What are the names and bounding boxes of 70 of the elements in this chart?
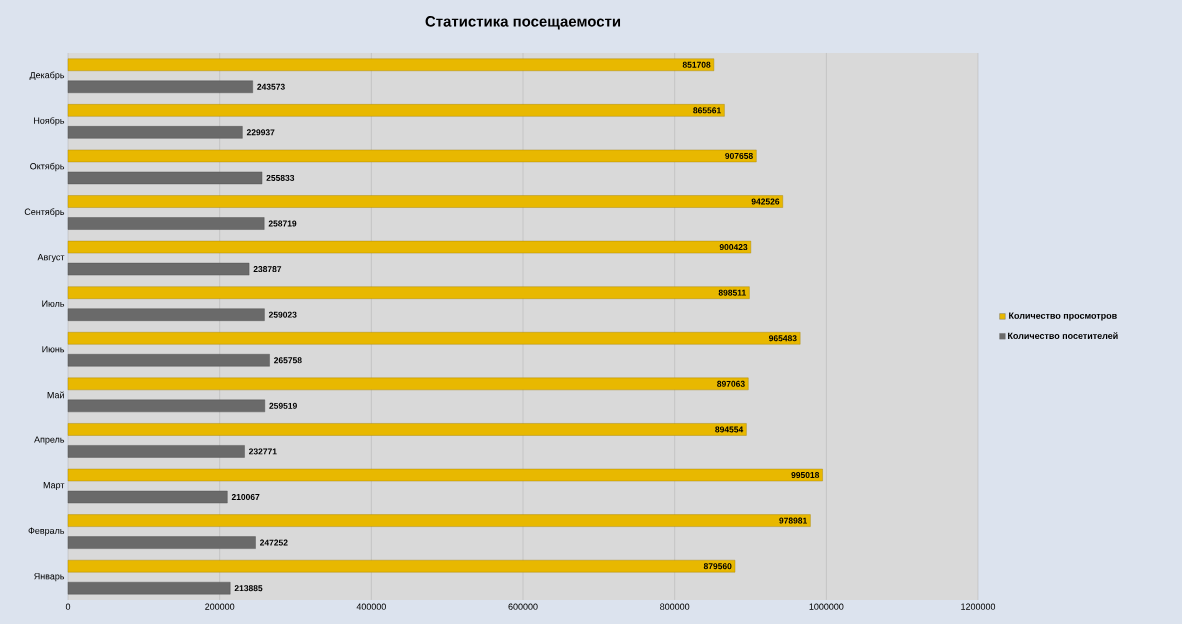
data-label: 898511 — [718, 289, 746, 296]
bar — [67, 581, 231, 595]
bar — [67, 195, 783, 208]
y-tick-label: Ноябрь — [34, 117, 65, 126]
x-tick-label: 1000000 — [809, 603, 844, 610]
data-label: 243573 — [257, 83, 285, 90]
bar — [67, 490, 228, 504]
bar — [67, 423, 747, 436]
data-label: 210067 — [231, 494, 260, 501]
bar — [67, 332, 801, 345]
data-label: 851708 — [682, 61, 711, 68]
data-label: 213885 — [234, 585, 263, 592]
data-label: 232771 — [249, 448, 277, 455]
data-label: 229937 — [246, 129, 275, 136]
data-label: 907658 — [725, 152, 753, 159]
data-label: 879560 — [703, 563, 732, 570]
data-label: 995018 — [791, 472, 820, 479]
bar — [67, 559, 736, 573]
data-label: 258719 — [268, 220, 297, 227]
bar — [67, 104, 725, 117]
bar — [67, 399, 266, 413]
y-tick-label: Май — [47, 391, 64, 399]
data-label: 265758 — [274, 357, 302, 364]
data-label: 247252 — [259, 539, 288, 546]
data-label: 965483 — [769, 335, 797, 342]
bar — [67, 377, 749, 391]
y-tick-label: Сентябрь — [24, 208, 65, 217]
y-tick-label: Январь — [34, 573, 65, 582]
y-tick-label: Апрель — [34, 436, 65, 445]
x-tick-label: 800000 — [660, 603, 690, 610]
data-label: 978981 — [779, 517, 807, 524]
bar — [67, 354, 270, 367]
y-tick-label: Октябрь — [30, 162, 65, 172]
bar — [67, 514, 811, 527]
x-tick-label: 0 — [65, 603, 71, 610]
bar — [67, 149, 757, 163]
data-label: 259519 — [269, 402, 297, 409]
bar — [67, 171, 263, 185]
data-label: 894554 — [715, 426, 744, 433]
y-tick-label: Февраль — [28, 527, 65, 536]
bar — [67, 58, 715, 71]
y-tick-label: Июль — [42, 300, 65, 307]
bar — [67, 308, 265, 321]
data-label: 255833 — [266, 174, 295, 181]
legend-label: Количество посетителей — [1008, 332, 1118, 339]
bar — [67, 240, 752, 254]
bar — [67, 80, 253, 93]
data-label: 897063 — [717, 380, 745, 387]
y-tick-label: Август — [37, 254, 65, 263]
bar — [67, 536, 256, 549]
bar — [67, 445, 245, 458]
chart-title: Статистика посещаемости — [425, 16, 621, 30]
data-label: 865561 — [693, 107, 721, 114]
legend-label: Количество просмотров — [1009, 312, 1117, 321]
x-tick-label: 200000 — [205, 603, 235, 610]
data-label: 900423 — [719, 244, 748, 251]
bar — [67, 126, 243, 139]
bar — [67, 262, 250, 276]
bar — [67, 217, 265, 230]
data-label: 238787 — [253, 266, 282, 273]
y-tick-label: Март — [43, 482, 65, 491]
bar — [67, 286, 750, 299]
bar — [67, 468, 823, 482]
x-tick-label: 400000 — [356, 603, 386, 610]
data-label: 259023 — [268, 311, 297, 318]
y-tick-label: Июнь — [42, 346, 65, 353]
x-tick-label: 1200000 — [961, 603, 996, 610]
data-label: 942526 — [751, 198, 780, 205]
x-tick-label: 600000 — [508, 603, 538, 610]
y-tick-label: Декабрь — [29, 71, 65, 80]
